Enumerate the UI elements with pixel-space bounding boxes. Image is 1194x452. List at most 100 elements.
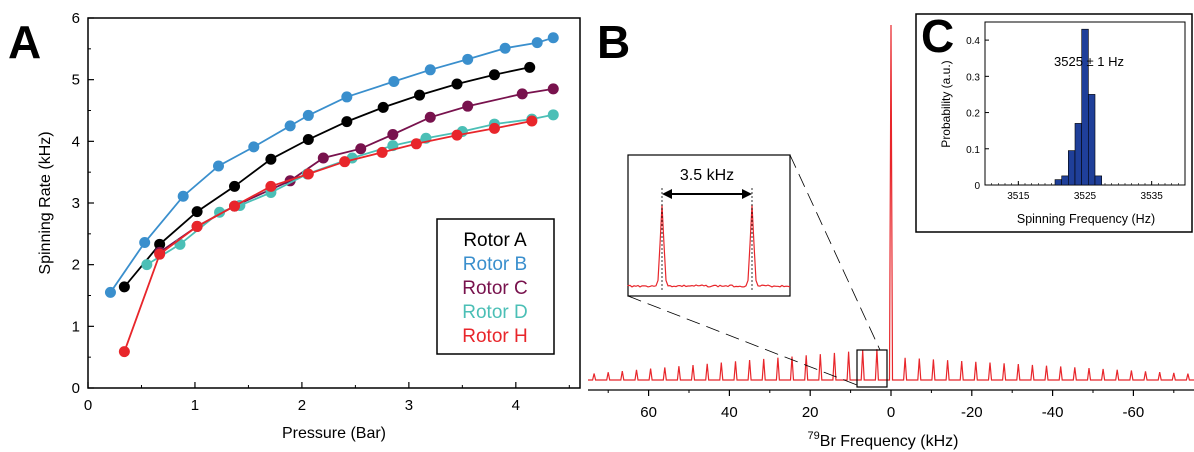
data-point-rotor-h	[376, 146, 388, 158]
data-point-rotor-a	[488, 69, 500, 81]
legend-entry: Rotor C	[462, 278, 527, 299]
panel-b-x-tick-label: 60	[640, 404, 657, 421]
data-point-rotor-b	[462, 53, 474, 65]
panel-a-y-tick-label: 1	[72, 318, 80, 335]
data-point-rotor-b	[248, 141, 260, 153]
panel-a-x-tick-label: 0	[84, 397, 92, 414]
data-point-rotor-b	[212, 160, 224, 172]
data-point-rotor-c	[462, 100, 474, 112]
panel-b: B 60 40 20 0 -20 -40 -60 79Br Frequency (kHz) …	[588, 16, 1194, 450]
data-point-rotor-a	[229, 180, 241, 192]
panel-c-y-tick-label: 0	[974, 181, 980, 192]
panel-a-y-tick-label: 6	[72, 10, 80, 27]
data-point-rotor-h	[302, 168, 314, 180]
data-point-rotor-h	[488, 122, 500, 134]
data-point-rotor-b	[177, 190, 189, 202]
panel-a-legend-entries: Rotor A Rotor B Rotor C Rotor D Rotor H	[462, 230, 527, 347]
histogram-bar	[1094, 175, 1102, 186]
panel-c-letter: C	[921, 10, 954, 62]
data-point-rotor-a	[377, 101, 389, 113]
panel-b-x-axis-title: 79Br Frequency (kHz)	[808, 430, 959, 450]
data-point-rotor-c	[547, 83, 559, 95]
panel-a-y-tick-label: 0	[72, 380, 80, 397]
panel-a: A 0 1 2 3 4 0 1 2 3 4 5 6 Pressure (Bar) Spinning R…	[8, 10, 581, 442]
panel-b-ticks: 60 40 20 0 -20 -40 -60	[607, 390, 1175, 421]
panel-b-letter: B	[597, 16, 630, 68]
data-point-rotor-c	[424, 111, 436, 123]
panel-b-inset: 3.5 kHz	[627, 154, 791, 297]
panel-a-x-tick-label: 4	[512, 397, 520, 414]
panel-b-x-tick-label: 40	[721, 404, 738, 421]
panel-a-letter: A	[8, 16, 41, 68]
panel-a-y-axis-title: Spinning Rate (kHz)	[37, 131, 54, 274]
data-point-rotor-d	[141, 259, 153, 271]
data-point-rotor-b	[341, 91, 353, 103]
panel-c-x-axis-title: Spinning Frequency (Hz)	[1017, 212, 1155, 226]
panel-a-legend	[436, 218, 555, 355]
panel-c-x-tick-label: 3515	[1007, 191, 1030, 202]
panel-a-series	[104, 32, 559, 358]
data-point-rotor-h	[154, 248, 166, 260]
data-point-rotor-b	[388, 76, 400, 88]
data-point-rotor-h	[339, 156, 351, 168]
data-point-rotor-a	[265, 153, 277, 165]
panel-c-y-tick-label: 0.4	[966, 36, 980, 47]
series-line-rotor-a	[123, 66, 530, 288]
panel-b-x-axis-title-text: Br Frequency (kHz)	[820, 433, 959, 450]
panel-c-annotation: 3525 ± 1 Hz	[1054, 54, 1124, 69]
data-point-rotor-h	[191, 220, 203, 232]
data-point-rotor-b	[139, 236, 151, 248]
panel-b-x-tick-label: -20	[961, 404, 983, 421]
panel-b-x-tick-label: -60	[1123, 404, 1145, 421]
data-point-rotor-d	[547, 109, 559, 121]
panel-c-y-axis-title: Probability (a.u.)	[939, 60, 953, 147]
panel-b-zoom-box	[856, 349, 888, 388]
panel-c-frame	[915, 13, 1193, 233]
legend-entry: Rotor H	[462, 326, 527, 347]
panel-c-y-tick-label: 0.1	[966, 145, 980, 156]
data-point-rotor-a	[154, 238, 166, 250]
data-point-rotor-c	[355, 143, 367, 155]
panel-c-x-tick-label: 3525	[1074, 191, 1097, 202]
panel-a-y-tick-label: 2	[72, 257, 80, 274]
legend-entry: Rotor D	[462, 302, 527, 323]
panel-b-x-tick-label: 20	[802, 404, 819, 421]
panel-b-inset-spectrum	[627, 204, 791, 288]
data-point-rotor-h	[410, 138, 422, 150]
panel-b-inset-label: 3.5 kHz	[680, 167, 734, 184]
panel-c-y-tick-label: 0.2	[966, 109, 980, 120]
data-point-rotor-h	[451, 129, 463, 141]
legend-entry: Rotor A	[463, 230, 527, 251]
histogram-bar	[1054, 179, 1062, 186]
panel-b-inset-arrow-left-head	[662, 189, 672, 199]
panel-a-y-tick-label: 3	[72, 195, 80, 212]
data-point-rotor-b	[284, 120, 296, 132]
panel-a-y-tick-label: 4	[72, 133, 80, 150]
histogram-bar	[1088, 94, 1096, 186]
panel-b-inset-arrow-right-head	[742, 189, 752, 199]
panel-b-x-axis-title-superscript: 79	[808, 430, 820, 442]
panel-c-bars	[1054, 28, 1102, 186]
panel-a-x-tick-label: 1	[191, 397, 199, 414]
panel-b-x-tick-label: 0	[887, 404, 895, 421]
data-point-rotor-a	[191, 206, 203, 218]
data-point-rotor-d	[174, 238, 186, 250]
data-point-rotor-c	[387, 129, 399, 141]
data-point-rotor-a	[451, 78, 463, 90]
data-point-rotor-c	[317, 152, 329, 164]
panel-c-y-tick-label: 0.3	[966, 72, 980, 83]
panel-b-x-tick-label: -40	[1042, 404, 1064, 421]
panel-c-x-tick-label: 3535	[1141, 191, 1164, 202]
data-point-rotor-h	[118, 346, 130, 358]
panel-a-y-tick-label: 5	[72, 72, 80, 89]
data-point-rotor-b	[424, 64, 436, 76]
data-point-rotor-h	[265, 180, 277, 192]
panel-a-x-tick-label: 2	[298, 397, 306, 414]
histogram-bar	[1061, 175, 1069, 186]
panel-a-x-axis-title: Pressure (Bar)	[282, 425, 386, 442]
data-point-rotor-b	[104, 286, 116, 298]
data-point-rotor-a	[302, 133, 314, 145]
data-point-rotor-h	[526, 115, 538, 127]
